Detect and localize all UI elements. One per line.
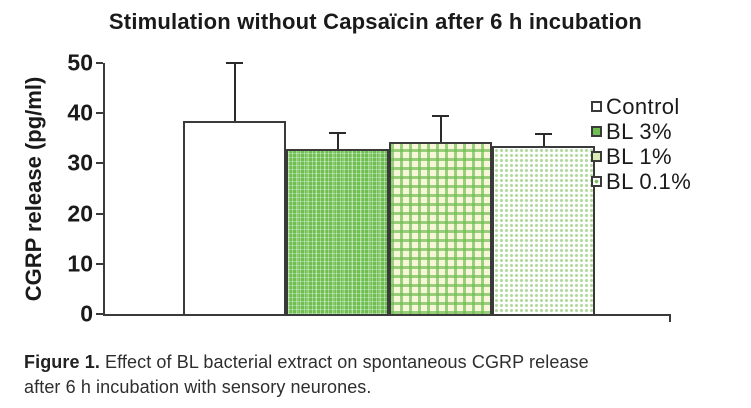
x-axis-end-tick bbox=[669, 314, 671, 322]
y-tick-label: 30 bbox=[67, 149, 93, 176]
error-bar-stem bbox=[439, 115, 442, 142]
y-tick-mark bbox=[96, 313, 103, 315]
error-bar-stem bbox=[233, 62, 236, 122]
plot-area: 0 10 20 30 40 50 bbox=[67, 51, 671, 325]
figure-caption: Figure 1. Effect of BL bacterial extract… bbox=[24, 350, 734, 400]
legend-label: BL 0.1% bbox=[606, 168, 692, 194]
y-tick-mark bbox=[96, 162, 103, 165]
legend-swatch-icon bbox=[591, 126, 602, 137]
caption-label: Figure 1. bbox=[24, 352, 100, 372]
legend-item: BL 3% bbox=[591, 119, 691, 144]
bar-bl-0-1 bbox=[492, 145, 595, 314]
legend-label: BL 3% bbox=[606, 118, 673, 144]
error-bar-stem bbox=[336, 132, 339, 150]
y-tick-label: 0 bbox=[80, 300, 93, 327]
legend: Control BL 3% BL 1% BL 0.1% bbox=[591, 94, 691, 194]
legend-label: Control bbox=[606, 93, 680, 119]
legend-label: BL 1% bbox=[606, 143, 673, 169]
legend-item: BL 1% bbox=[591, 144, 691, 169]
legend-item: BL 0.1% bbox=[591, 169, 691, 194]
y-tick-label: 20 bbox=[67, 200, 93, 227]
legend-swatch-icon bbox=[591, 101, 602, 112]
error-bar-cap bbox=[226, 62, 243, 64]
y-tick-label: 10 bbox=[67, 250, 93, 277]
error-bar-cap bbox=[432, 115, 449, 118]
bar-control bbox=[183, 121, 286, 314]
y-axis-label: CGRP release (pg/ml) bbox=[21, 76, 46, 302]
error-bar-cap bbox=[329, 132, 346, 135]
y-tick-label: 50 bbox=[67, 49, 93, 76]
legend-swatch-icon bbox=[591, 151, 602, 162]
y-tick-mark bbox=[96, 62, 103, 65]
chart-title: Stimulation without Capsaïcin after 6 h … bbox=[108, 9, 643, 34]
y-tick-mark bbox=[96, 262, 103, 265]
legend-item: Control bbox=[591, 94, 691, 119]
caption-line1: Effect of BL bacterial extract on sponta… bbox=[105, 352, 589, 372]
caption-line2: after 6 h incubation with sensory neuron… bbox=[24, 377, 372, 397]
legend-swatch-icon bbox=[591, 176, 602, 187]
bar-bl-3 bbox=[286, 149, 389, 314]
error-bar-stem bbox=[542, 132, 545, 146]
bar-bl-1 bbox=[389, 141, 492, 314]
y-tick-mark bbox=[96, 112, 103, 115]
y-tick-label: 40 bbox=[67, 99, 93, 126]
y-tick-mark bbox=[96, 212, 103, 215]
error-bar-cap bbox=[535, 132, 552, 135]
